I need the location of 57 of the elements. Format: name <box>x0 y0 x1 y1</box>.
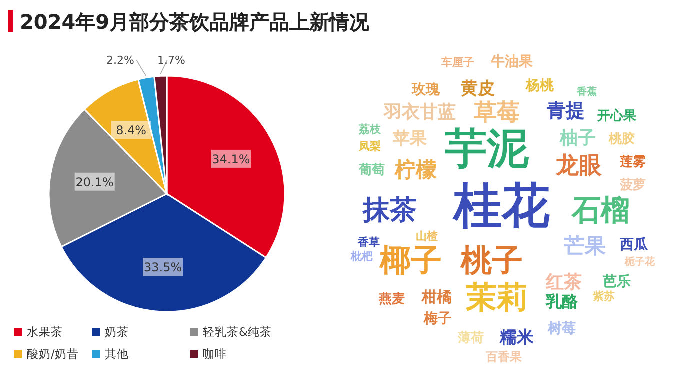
text: 西瓜 <box>619 236 649 253</box>
text: 椰子 <box>379 243 442 279</box>
legend-label: 咖啡 <box>203 347 227 361</box>
text: 枇杷 <box>350 250 373 263</box>
text: 糯米 <box>499 328 535 348</box>
data-label: 2.2% <box>106 54 134 67</box>
text: 龙眼 <box>555 153 603 179</box>
text: 栀子花 <box>624 256 656 268</box>
text: 玫瑰 <box>411 82 441 98</box>
text: 羽衣甘蓝 <box>383 102 456 123</box>
text: 树莓 <box>547 321 576 337</box>
text: 桂花 <box>452 178 550 234</box>
chart-title: 2024年9月部分茶饮品牌产品上新情况 <box>20 10 371 34</box>
text: 牛油果 <box>490 54 534 70</box>
data-label: 33.5% <box>144 260 182 275</box>
text: 山楂 <box>416 230 438 243</box>
text: 茉莉 <box>465 280 528 316</box>
text: 香蕉 <box>576 86 597 98</box>
text: 葡萄 <box>358 162 385 178</box>
text: 芒果 <box>563 234 606 258</box>
text: 苹果 <box>392 129 428 149</box>
text: 凤梨 <box>358 140 381 153</box>
text: 杨桃 <box>525 78 555 94</box>
text: 桃胶 <box>608 131 635 147</box>
text: 柠檬 <box>394 158 438 182</box>
text: 开心果 <box>596 108 638 124</box>
text: 草莓 <box>473 100 520 126</box>
data-label: 1.7% <box>158 54 186 67</box>
text: 紫苏 <box>592 290 615 303</box>
text: 石榴 <box>571 193 630 227</box>
legend-label: 奶茶 <box>105 325 129 339</box>
text: 青提 <box>546 100 585 122</box>
legend-label: 其他 <box>105 347 129 361</box>
text: 菠萝 <box>619 177 646 193</box>
text: 百香果 <box>485 350 523 364</box>
legend-label: 酸奶/奶昔 <box>27 347 79 361</box>
text: 莲雾 <box>619 154 646 170</box>
text: 芋泥 <box>444 124 530 173</box>
text: 黄皮 <box>460 79 495 99</box>
text: 薄荷 <box>457 330 484 346</box>
text: 柑橘 <box>421 288 452 306</box>
text: 红茶 <box>545 272 582 293</box>
text: 梅子 <box>423 311 452 327</box>
text: 香草 <box>357 236 380 249</box>
legend-label: 轻乳茶&纯茶 <box>203 325 272 339</box>
text: 柚子 <box>559 128 596 149</box>
data-label: 8.4% <box>116 124 147 138</box>
legend-label: 水果茶 <box>27 325 63 339</box>
text: 荔枝 <box>358 123 382 136</box>
text: 桃子 <box>460 243 523 279</box>
data-label: 20.1% <box>76 175 114 190</box>
text: 乳酪 <box>545 292 579 311</box>
text: 车厘子 <box>440 56 474 69</box>
text: 抹茶 <box>362 195 417 226</box>
text: 芭乐 <box>602 273 631 290</box>
data-label: 34.1% <box>212 152 250 166</box>
text: 燕麦 <box>378 291 405 307</box>
